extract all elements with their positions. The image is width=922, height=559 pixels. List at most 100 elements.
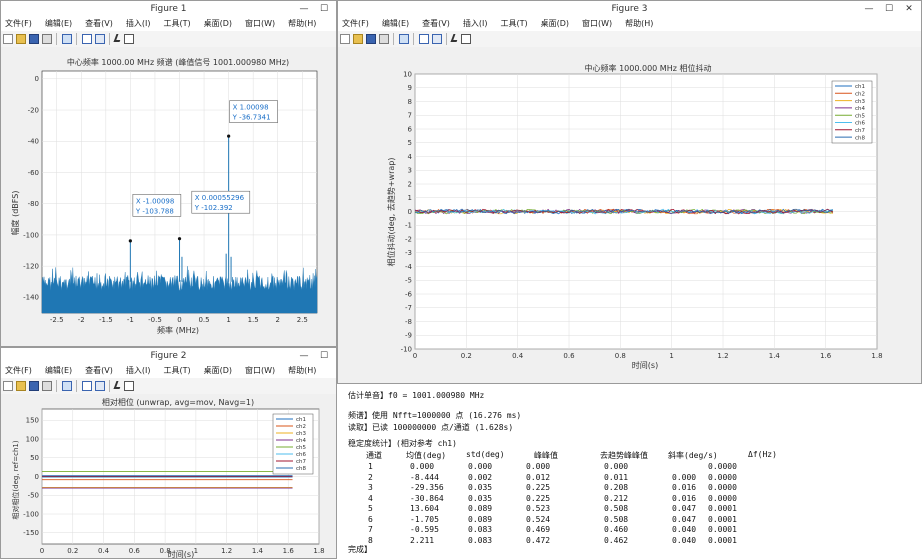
maximize-icon[interactable]: ☐: [319, 4, 329, 14]
maximize-icon[interactable]: ☐: [319, 351, 329, 361]
property-editor-icon[interactable]: [461, 34, 471, 44]
datatip-box[interactable]: [191, 190, 251, 214]
menu-file[interactable]: 文件(F): [342, 19, 369, 28]
datatip-box[interactable]: [229, 100, 278, 123]
open-folder-icon[interactable]: [16, 34, 26, 44]
stats-cell: 0.000: [672, 472, 697, 482]
maximize-icon[interactable]: ☐: [884, 4, 894, 14]
figure1-window[interactable]: Figure 1 — ☐ 文件(F) 编辑(E) 查看(V) 插入(I) 工具(T) 桌面…: [0, 0, 337, 347]
menu-window[interactable]: 窗口(W): [245, 19, 276, 28]
new-figure-icon[interactable]: [340, 34, 350, 44]
save-icon[interactable]: [29, 381, 39, 391]
figure2-legend[interactable]: [272, 413, 314, 475]
y-tick-label: 7: [408, 112, 412, 120]
figure3-titlebar[interactable]: Figure 3 — ☐ ✕: [338, 1, 921, 17]
menu-edit[interactable]: 编辑(E): [381, 19, 410, 28]
legend-label: ch8: [855, 135, 866, 141]
figure2-plot[interactable]: 相对相位 (unwrap, avg=mov, Navg=1) 时间(s) 相对相…: [1, 394, 337, 559]
figure1-plot[interactable]: 中心频率 1000.00 MHz 频谱 (峰值信号 1001.000980 MH…: [1, 47, 337, 347]
arrow-pointer-icon[interactable]: [113, 381, 123, 389]
new-figure-icon[interactable]: [3, 34, 13, 44]
menu-view[interactable]: 查看(V): [85, 366, 113, 375]
property-editor-icon[interactable]: [124, 381, 134, 391]
stats-cell: 0.0001: [708, 525, 737, 534]
property-editor-icon[interactable]: [124, 34, 134, 44]
menu-window[interactable]: 窗口(W): [582, 19, 613, 28]
stats-cell: 3: [368, 483, 373, 492]
arrow-pointer-icon[interactable]: [113, 34, 123, 42]
menu-view[interactable]: 查看(V): [422, 19, 450, 28]
stats-cell: 0.000: [410, 462, 435, 471]
print-icon[interactable]: [42, 34, 52, 44]
y-tick-label: 150: [26, 417, 39, 425]
arrow-pointer-icon[interactable]: [450, 34, 460, 42]
menu-help[interactable]: 帮助(H): [288, 19, 317, 28]
open-folder-icon[interactable]: [353, 34, 363, 44]
figure1-plot-title: 中心频率 1000.00 MHz 频谱 (峰值信号 1001.000980 MH…: [67, 57, 289, 67]
minimize-icon[interactable]: —: [299, 351, 309, 361]
figure1-titlebar[interactable]: Figure 1 — ☐: [1, 1, 336, 17]
datatip-box[interactable]: [132, 194, 182, 217]
minimize-icon[interactable]: —: [299, 4, 309, 14]
stats-cell: 0.089: [468, 504, 493, 513]
menu-insert[interactable]: 插入(I): [125, 19, 151, 28]
command-window[interactable]: 估计单音】f0 = 1001.000980 MHz 频谱】使用 Nfft=100…: [338, 384, 922, 559]
link-plot-icon[interactable]: [62, 381, 72, 391]
menu-desktop[interactable]: 桌面(D): [540, 19, 570, 28]
close-icon[interactable]: ✕: [905, 4, 913, 14]
open-folder-icon[interactable]: [16, 381, 26, 391]
minimize-icon[interactable]: —: [864, 4, 874, 14]
stats-header-cell: 去趋势峰峰值: [600, 451, 648, 460]
print-icon[interactable]: [379, 34, 389, 44]
menu-help[interactable]: 帮助(H): [288, 366, 317, 375]
x-tick-label: 0: [413, 352, 417, 360]
menu-window[interactable]: 窗口(W): [245, 366, 276, 375]
menu-tools[interactable]: 工具(T): [163, 366, 191, 375]
menu-file[interactable]: 文件(F): [5, 366, 32, 375]
menu-desktop[interactable]: 桌面(D): [203, 366, 233, 375]
figure3-plot[interactable]: 中心频率 1000.000 MHz 相位抖动 时间(s) 相位抖动(deg, 去…: [338, 47, 922, 384]
stats-cell: 0.035: [468, 483, 493, 492]
legend-icon[interactable]: [432, 34, 442, 44]
figure3-window[interactable]: Figure 3 — ☐ ✕ 文件(F) 编辑(E) 查看(V) 插入(I) 工具(T)…: [337, 0, 922, 384]
figure2-window[interactable]: Figure 2 — ☐ 文件(F) 编辑(E) 查看(V) 插入(I) 工具(T) 桌面…: [0, 347, 337, 559]
legend-icon[interactable]: [95, 381, 105, 391]
figure2-titlebar[interactable]: Figure 2 — ☐: [1, 348, 336, 364]
jitter-series-ch8: [414, 208, 833, 215]
menu-file[interactable]: 文件(F): [5, 19, 32, 28]
datatip-marker[interactable]: [128, 239, 132, 243]
y-tick-label: -2: [405, 235, 412, 243]
figure3-legend[interactable]: [831, 80, 873, 144]
save-icon[interactable]: [366, 34, 376, 44]
figure2-plot-title: 相对相位 (unwrap, avg=mov, Navg=1): [102, 397, 254, 407]
datatip-marker[interactable]: [177, 237, 182, 241]
legend-label: ch6: [855, 121, 866, 127]
figure1-title: Figure 1: [150, 4, 187, 14]
stats-cell: 0.040: [672, 525, 697, 534]
colorbar-icon[interactable]: [82, 381, 92, 391]
x-tick-label: 1.4: [252, 547, 264, 555]
link-plot-icon[interactable]: [62, 34, 72, 44]
menu-tools[interactable]: 工具(T): [163, 19, 191, 28]
new-figure-icon[interactable]: [3, 381, 13, 391]
menu-view[interactable]: 查看(V): [85, 19, 113, 28]
legend-icon[interactable]: [95, 34, 105, 44]
y-tick-label: -1: [405, 222, 412, 230]
menu-insert[interactable]: 插入(I): [462, 19, 488, 28]
datatip-marker[interactable]: [227, 134, 231, 138]
y-tick-label: 100: [26, 435, 39, 443]
menu-edit[interactable]: 编辑(E): [44, 19, 73, 28]
stats-cell: -30.864: [410, 493, 444, 503]
colorbar-icon[interactable]: [419, 34, 429, 44]
menu-tools[interactable]: 工具(T): [500, 19, 528, 28]
save-icon[interactable]: [29, 34, 39, 44]
menu-desktop[interactable]: 桌面(D): [203, 19, 233, 28]
menu-help[interactable]: 帮助(H): [625, 19, 654, 28]
y-tick-label: 2: [408, 180, 412, 188]
menu-edit[interactable]: 编辑(E): [44, 366, 73, 375]
menu-insert[interactable]: 插入(I): [125, 366, 151, 375]
link-plot-icon[interactable]: [399, 34, 409, 44]
colorbar-icon[interactable]: [82, 34, 92, 44]
print-icon[interactable]: [42, 381, 52, 391]
x-tick-label: 1: [669, 352, 673, 360]
